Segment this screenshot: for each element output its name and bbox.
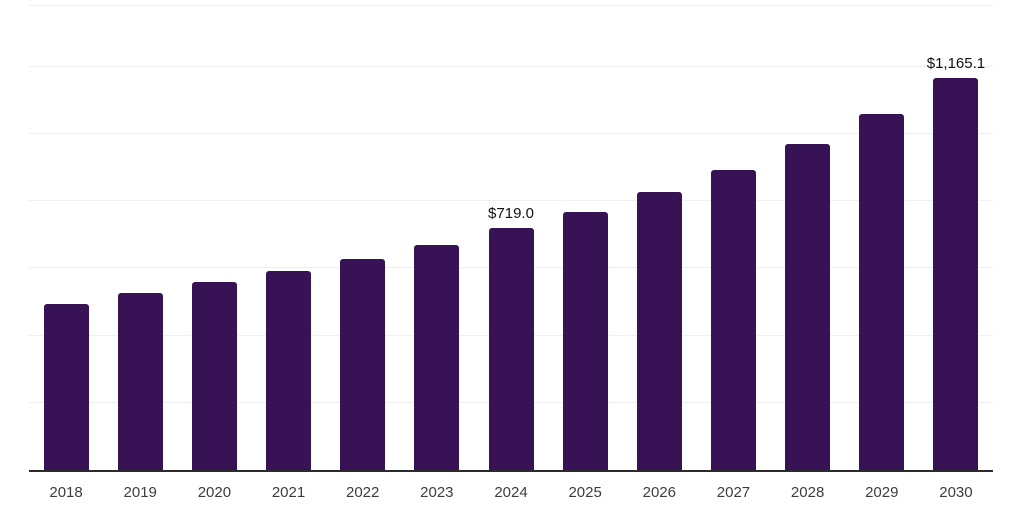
bar-2028 (785, 143, 831, 470)
bar-2021 (266, 270, 312, 470)
plot-area: $719.0 $1,165.1 (29, 5, 993, 472)
x-axis: 2018 2019 2020 2021 2022 2023 2024 2025 2026 2027… (29, 484, 993, 504)
x-tick-label-2026: 2026 (642, 484, 676, 501)
bar-2022 (340, 258, 386, 470)
gridline-1000 (29, 132, 993, 134)
x-tick-label-2018: 2018 (49, 484, 83, 501)
bar-2018 (43, 303, 89, 470)
bar-2027 (710, 169, 756, 470)
x-tick-label-2019: 2019 (123, 484, 157, 501)
bar-2024 (488, 228, 534, 470)
bar-2030 (933, 78, 979, 470)
x-tick-label-2021: 2021 (271, 484, 306, 501)
bar-value-label-2024: $719.0 (488, 205, 534, 223)
bar-2026 (636, 191, 682, 470)
bar-2023 (414, 245, 460, 470)
x-tick-label-2030: 2030 (939, 484, 973, 501)
plot-top-border (29, 5, 993, 6)
x-tick-label-2028: 2028 (790, 484, 825, 501)
gridline-800 (29, 200, 993, 202)
bar-2025 (562, 211, 608, 470)
x-tick-label-2029: 2029 (865, 484, 899, 501)
x-tick-label-2020: 2020 (197, 484, 232, 501)
x-tick-label-2022: 2022 (346, 484, 380, 501)
bar-2029 (859, 113, 905, 470)
bar-2019 (117, 293, 163, 470)
x-tick-label-2027: 2027 (716, 484, 751, 501)
x-tick-label-2024: 2024 (494, 484, 528, 501)
x-tick-label-2023: 2023 (420, 484, 454, 501)
gridline-1200 (29, 65, 993, 67)
bar-value-label-2030: $1,165.1 (926, 55, 986, 73)
bar-2020 (191, 282, 237, 470)
x-tick-label-2025: 2025 (568, 484, 602, 501)
